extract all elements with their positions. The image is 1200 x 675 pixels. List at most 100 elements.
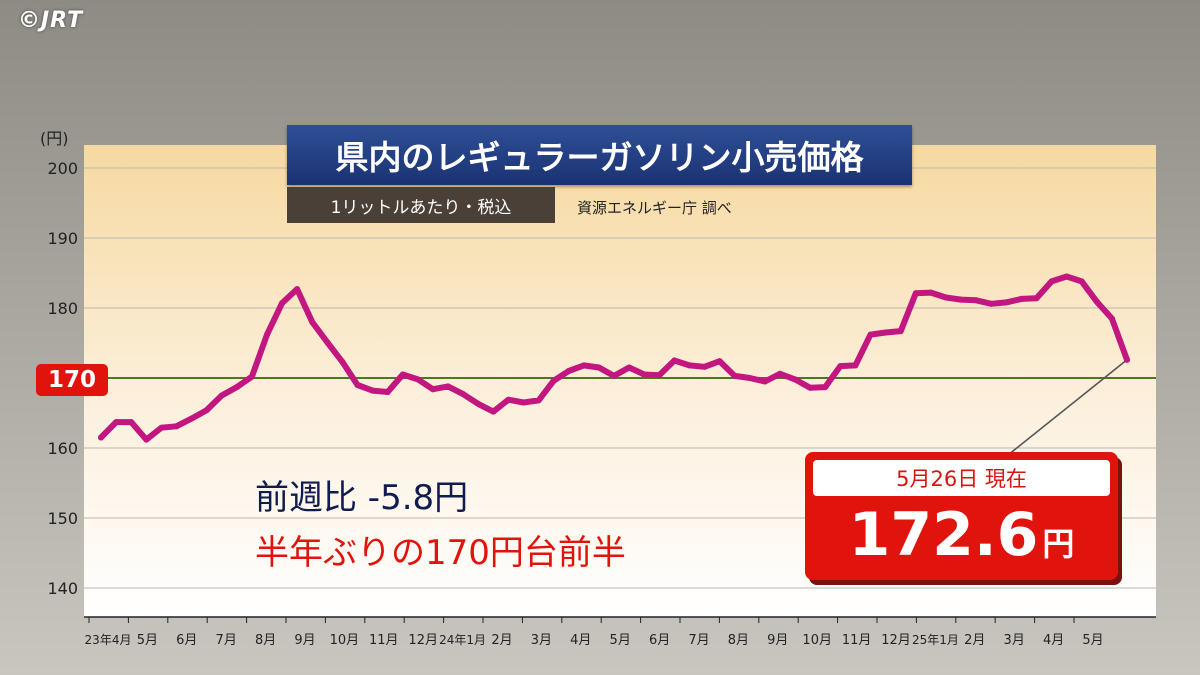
x-tick-label: 25年1月 (912, 633, 959, 647)
price-point (158, 424, 165, 431)
price-point (445, 383, 451, 390)
price-point (399, 371, 406, 378)
price-point (369, 387, 376, 394)
price-point (324, 339, 331, 346)
y-tick-label-200: 200 (47, 159, 78, 178)
price-point (1063, 273, 1070, 280)
price-point (354, 382, 361, 388)
price-point (475, 400, 482, 407)
price-point (852, 362, 859, 369)
price-point (746, 375, 753, 381)
price-point (656, 372, 663, 379)
current-price-unit: 円 (1042, 525, 1075, 563)
x-tick-label: 11月 (369, 633, 399, 648)
price-point (505, 396, 512, 403)
x-tick-label: 2月 (964, 633, 985, 648)
price-point (173, 423, 180, 430)
price-point (912, 290, 919, 297)
price-point (626, 364, 633, 371)
price-point (611, 372, 617, 379)
current-price: 172.6 円 (805, 500, 1118, 578)
current-price-panel: 5月26日 現在 172.6 円 (805, 452, 1118, 580)
y-tick-label-190: 190 (47, 229, 78, 248)
price-point (535, 397, 542, 404)
y-tick-label-180: 180 (47, 299, 78, 318)
source-label: 資源エネルギー庁 調べ (577, 199, 732, 217)
price-point (339, 358, 346, 365)
highlight-note: 半年ぶりの170円台前半 (255, 533, 626, 573)
price-point (580, 362, 587, 369)
y-tick-labels: 140 150 160 180 190 200 (47, 159, 78, 598)
x-tick-label: 6月 (176, 633, 197, 648)
price-point (218, 392, 225, 399)
x-tick-label: 12月 (408, 633, 438, 648)
price-point (113, 419, 120, 426)
price-point (490, 408, 497, 415)
x-tick-label: 2月 (491, 633, 512, 648)
price-point (460, 391, 467, 398)
price-point (1124, 356, 1130, 363)
chart-subtitle: 1リットルあたり・税込 (287, 187, 555, 223)
price-point (429, 386, 436, 393)
price-point (1108, 315, 1115, 322)
current-price-value: 172.6 (848, 500, 1039, 570)
price-point (777, 370, 783, 377)
price-point (294, 286, 301, 293)
price-point (1018, 295, 1025, 302)
x-tick-label: 5月 (1082, 633, 1103, 648)
price-point (641, 371, 648, 378)
price-point (309, 319, 316, 325)
x-axis: 23年4月 5月 6月 7月 8月 9月 10月 11月 12月 24年1月 2月 3月 4月 5月 6月 7… (84, 616, 1156, 648)
x-tick-label: 5月 (610, 633, 631, 648)
price-point (882, 329, 889, 336)
price-point (414, 376, 421, 383)
price-point (973, 297, 980, 304)
x-tick-label: 5月 (137, 633, 158, 648)
x-tick-label: 10月 (802, 633, 832, 648)
price-point (958, 296, 964, 303)
price-point (837, 363, 844, 370)
price-point (701, 363, 708, 370)
x-tick-label: 3月 (1004, 633, 1025, 648)
x-tick-label: 6月 (649, 633, 670, 648)
jrt-logo: ©JRT (18, 8, 84, 33)
price-point (942, 294, 949, 301)
price-point (188, 415, 195, 422)
x-tick-label: 24年1月 (439, 633, 486, 647)
price-point (1033, 295, 1040, 302)
x-tick-label: 8月 (255, 633, 276, 648)
week-over-week-change: 前週比 -5.8円 (255, 478, 469, 518)
price-point (565, 368, 572, 374)
price-point (248, 373, 255, 380)
price-point (595, 364, 602, 371)
price-point (761, 378, 768, 385)
x-tick-label: 9月 (294, 633, 315, 648)
x-tick-label: 4月 (570, 633, 591, 648)
price-point (927, 289, 934, 296)
price-point (716, 358, 723, 365)
x-tick-label: 7月 (216, 633, 237, 648)
price-point (897, 328, 904, 335)
current-date: 5月26日 現在 (813, 460, 1110, 496)
price-point (264, 331, 270, 338)
price-point (203, 407, 210, 414)
x-tick-label: 7月 (688, 633, 709, 648)
x-tick-label: 9月 (767, 633, 788, 648)
chart-title: 県内のレギュラーガソリン小売価格 (287, 125, 912, 185)
x-tick-label: 8月 (728, 633, 749, 648)
price-point (988, 300, 995, 307)
price-point (143, 436, 150, 443)
price-point (520, 399, 527, 406)
y-tick-label-140: 140 (47, 579, 78, 598)
price-point (686, 362, 693, 369)
x-tick-label: 10月 (330, 633, 360, 648)
price-point (1078, 278, 1085, 285)
x-tick-label: 12月 (881, 633, 911, 648)
x-tick-label: 3月 (531, 633, 552, 648)
price-point (1003, 299, 1010, 306)
price-point (792, 376, 799, 383)
x-tick-label: 23年4月 (85, 633, 132, 647)
y-axis-label: (円) (40, 129, 69, 148)
reference-value-badge: 170 (36, 364, 108, 396)
x-tick-label: 4月 (1043, 633, 1064, 648)
